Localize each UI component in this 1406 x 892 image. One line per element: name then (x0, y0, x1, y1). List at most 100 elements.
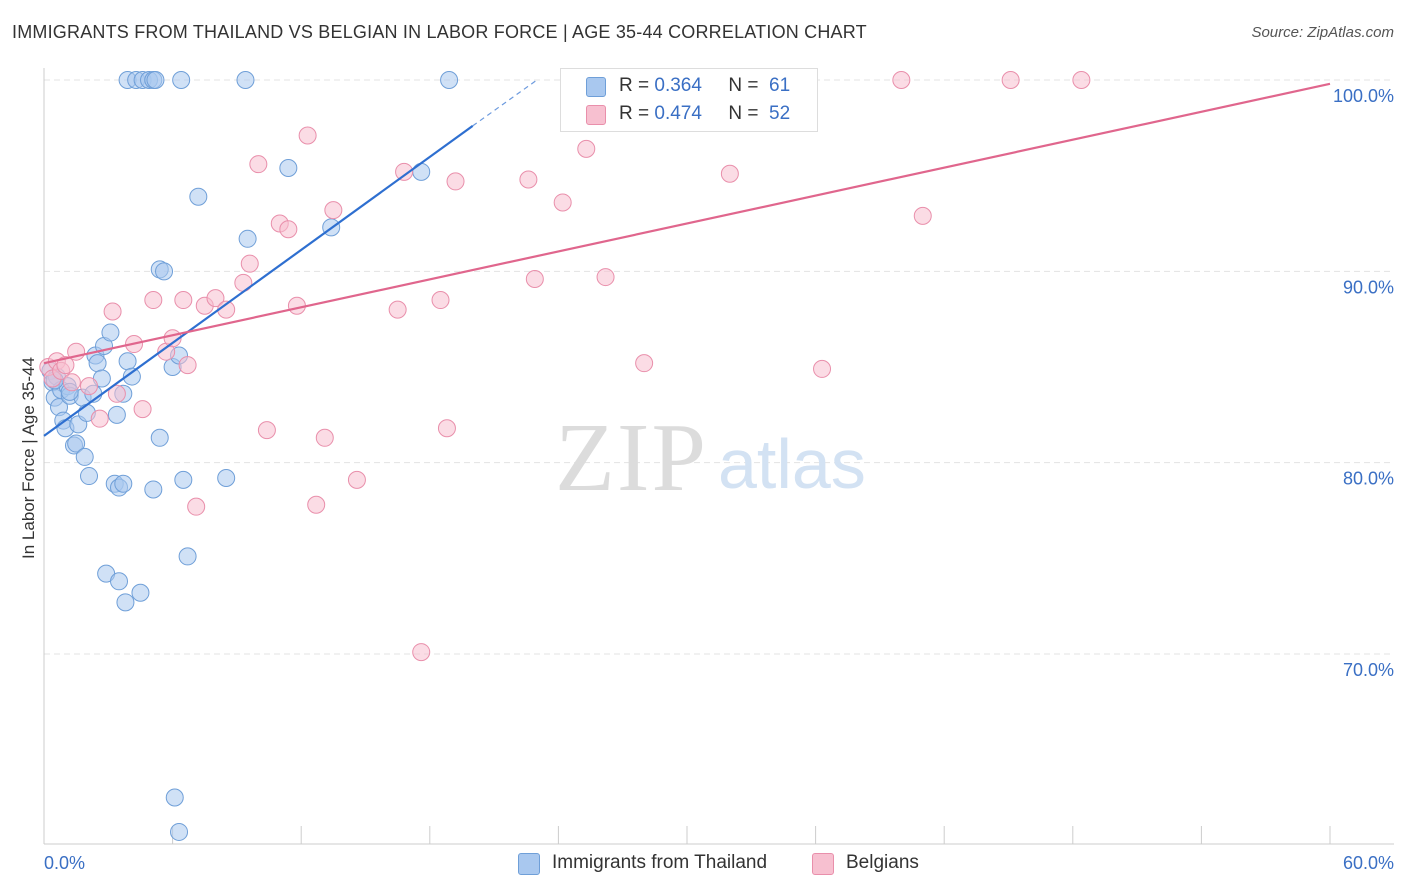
belgian-point (90, 409, 109, 428)
belgian-point (913, 206, 932, 225)
belgian-point (240, 254, 259, 273)
thailand-point (217, 468, 236, 487)
belgian-point (324, 201, 343, 220)
legend-swatch-thailand (518, 853, 540, 875)
y-axis-label: In Labor Force | Age 35-44 (19, 357, 38, 559)
watermark-atlas: atlas (718, 425, 866, 503)
belgian-point (56, 356, 75, 375)
x-tick-label-max: 60.0% (1343, 853, 1394, 873)
belgian-point (1072, 71, 1091, 89)
series-belgian-points (39, 71, 1091, 662)
watermark: ZIP atlas (555, 404, 866, 512)
belgian-point (307, 495, 326, 514)
y-tick-label: 100.0% (1333, 86, 1394, 106)
legend-r-value: 0.364 (654, 75, 702, 96)
belgian-point (525, 269, 544, 288)
thailand-point (236, 71, 255, 89)
thailand-point (170, 822, 189, 841)
thailand-point (238, 229, 257, 248)
belgian-trend-line (43, 82, 1331, 365)
belgian-point (287, 296, 306, 315)
belgian-point (257, 421, 276, 440)
belgian-point (279, 220, 298, 239)
belgian-point (635, 354, 654, 373)
belgian-point (103, 302, 122, 321)
y-tick-label: 90.0% (1343, 277, 1394, 297)
belgian-point (187, 497, 206, 516)
belgian-point (412, 643, 431, 662)
belgian-point (62, 373, 81, 392)
thailand-point (172, 71, 191, 89)
series-thailand-points (41, 71, 459, 841)
bottom-legend: Immigrants from Thailand Belgians (0, 850, 1406, 880)
x-ticks (43, 826, 1331, 844)
thailand-point (88, 354, 107, 373)
thailand-point (116, 593, 135, 612)
legend-swatch-belgian (812, 853, 834, 875)
y-tick-label: 80.0% (1343, 469, 1394, 489)
grid-lines (44, 79, 1394, 655)
thailand-point (110, 572, 129, 591)
chart-title: IMMIGRANTS FROM THAILAND VS BELGIAN IN L… (12, 22, 867, 42)
thailand-point (189, 187, 208, 206)
thailand-point (146, 71, 165, 89)
belgian-point (553, 193, 572, 212)
thailand-point (75, 447, 94, 466)
belgian-point (1001, 71, 1020, 89)
thailand-point (107, 405, 126, 424)
belgian-point (892, 71, 911, 89)
bottom-legend-label: Belgians (846, 852, 919, 873)
belgian-point (298, 126, 317, 145)
belgian-point (206, 289, 225, 308)
belgian-point (446, 172, 465, 191)
belgian-point (80, 377, 99, 396)
thailand-point (178, 547, 197, 566)
thailand-point (174, 470, 193, 489)
x-tick-label-min: 0.0% (44, 853, 85, 873)
thailand-point (144, 480, 163, 499)
watermark-zip: ZIP (555, 404, 708, 512)
belgian-point (577, 139, 596, 158)
belgian-point (720, 164, 739, 183)
source-label: Source: ZipAtlas.com (1251, 24, 1394, 41)
legend-r-value: 0.474 (654, 103, 702, 124)
legend-n-value: 52 (769, 103, 791, 124)
belgian-point (178, 356, 197, 375)
y-tick-labels: 70.0% 80.0% 90.0% 100.0% (1333, 86, 1394, 680)
thailand-point (67, 434, 86, 453)
thailand-point (80, 467, 99, 486)
belgian-point (431, 291, 450, 310)
belgian-point (174, 291, 193, 310)
legend-swatch-thailand (586, 77, 606, 97)
thailand-point (101, 323, 120, 342)
belgian-point (144, 291, 163, 310)
belgian-point (133, 400, 152, 419)
legend-n-label: N = (728, 75, 759, 96)
legend-r-label: R = (619, 75, 650, 96)
belgian-point (519, 170, 538, 189)
thailand-point (122, 367, 141, 386)
legend-swatch-belgian (586, 105, 606, 125)
legend-n-value: 61 (769, 75, 791, 96)
belgian-point (347, 470, 366, 489)
belgian-point (395, 162, 414, 181)
thailand-point (155, 262, 174, 281)
legend-r-label: R = (619, 103, 650, 124)
thailand-point (412, 162, 431, 181)
belgian-point (437, 419, 456, 438)
thailand-point (440, 71, 459, 89)
thailand-trend-extension (472, 79, 538, 127)
thailand-point (131, 583, 150, 602)
bottom-legend-label: Immigrants from Thailand (552, 852, 768, 873)
belgian-point (596, 268, 615, 287)
legend: R = 0.364 N = 61 R = 0.474 N = 52 (560, 68, 818, 132)
axes (43, 68, 1394, 845)
thailand-point (114, 474, 133, 493)
legend-n-label: N = (728, 103, 759, 124)
belgian-point (107, 384, 126, 403)
y-tick-label: 70.0% (1343, 660, 1394, 680)
belgian-point (813, 359, 832, 378)
trend-lines (43, 79, 1331, 437)
thailand-point (150, 428, 169, 447)
